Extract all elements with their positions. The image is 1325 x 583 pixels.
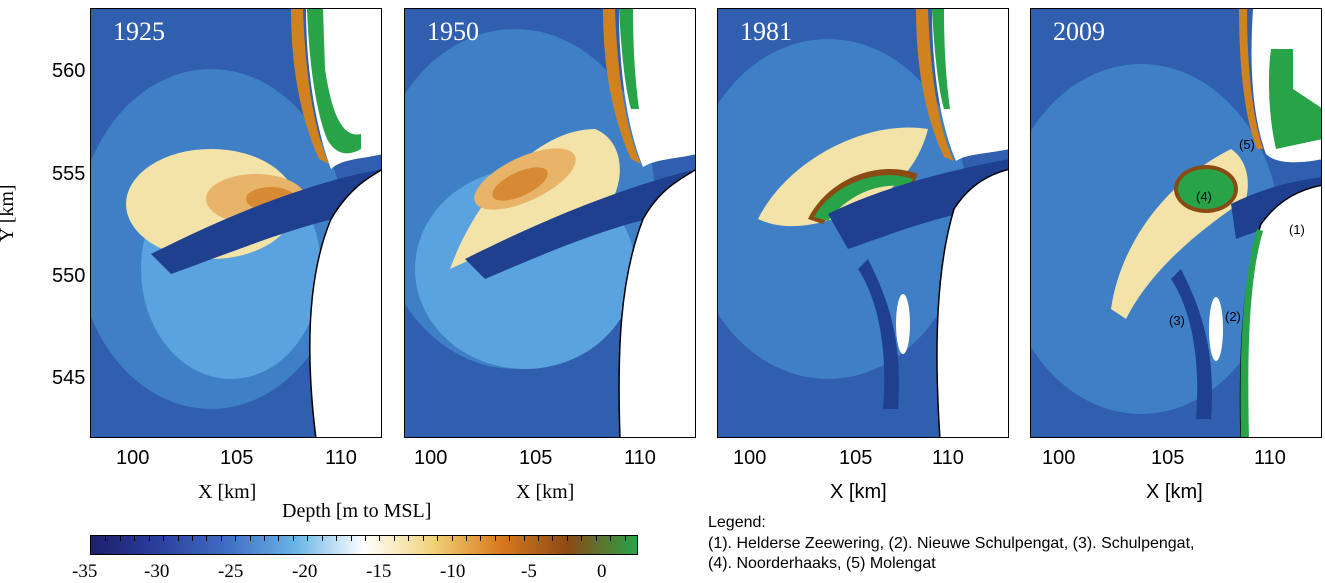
colorbar-tick-mark (552, 536, 554, 541)
colorbar-tick-mark (235, 536, 237, 541)
colorbar-tick-mark (624, 536, 626, 541)
colorbar-tick-mark (494, 536, 496, 541)
colorbar-tick: -35 (72, 561, 98, 582)
colorbar-tick: 0 (597, 561, 607, 582)
colorbar-tick-mark (177, 536, 179, 541)
legend-title: Legend: (708, 514, 766, 531)
colorbar-tick-mark (206, 536, 208, 541)
location-label-2: (2) (1225, 309, 1241, 324)
x-tick: 100 (116, 447, 150, 469)
y-axis-label: Y [km] (0, 184, 18, 242)
colorbar-tick-mark (581, 536, 583, 541)
x-tick: 100 (733, 447, 767, 469)
bathymetry-map (91, 9, 381, 437)
x-axis-label: X [km] (198, 481, 257, 503)
bathymetry-map (1031, 9, 1321, 437)
location-label-5: (5) (1239, 137, 1255, 152)
x-tick: 105 (1151, 447, 1185, 469)
colorbar-tick-mark (105, 536, 107, 541)
x-axis-label: X [km] (516, 481, 575, 503)
colorbar-tick-mark (451, 536, 453, 541)
colorbar-tick-mark (307, 536, 309, 541)
x-axis-label: X [km] (1146, 481, 1203, 503)
y-tick: 555 (52, 163, 86, 185)
colorbar-tick-mark (249, 536, 251, 541)
colorbar-tick-mark (321, 536, 323, 541)
colorbar-tick: -10 (440, 561, 466, 582)
map-panel-1950: 1950 (404, 8, 696, 438)
y-tick: 560 (52, 60, 86, 82)
x-tick: 105 (220, 447, 254, 469)
colorbar-tick-mark (437, 536, 439, 541)
colorbar-tick-mark (336, 536, 338, 541)
x-tick: 100 (1042, 447, 1076, 469)
legend-line: (4). Noorderhaaks, (5) Molengat (708, 555, 936, 572)
x-tick: 105 (839, 447, 873, 469)
x-tick: 110 (325, 447, 357, 469)
colorbar-tick-mark (292, 536, 294, 541)
colorbar-tick-mark (163, 536, 165, 541)
location-label-1: (1) (1289, 222, 1305, 237)
panel-year: 1950 (427, 17, 479, 46)
colorbar-tick: -20 (292, 561, 318, 582)
colorbar-tick-mark (191, 536, 193, 541)
colorbar-tick-mark (480, 536, 482, 541)
colorbar-tick: -15 (366, 561, 392, 582)
y-tick: 550 (52, 265, 86, 287)
colorbar-title: Depth [m to MSL] (282, 500, 432, 522)
panel-year: 1981 (740, 17, 792, 46)
colorbar-tick-mark (220, 536, 222, 541)
colorbar-tick: -5 (521, 561, 537, 582)
colorbar-tick-mark (523, 536, 525, 541)
colorbar-tick-mark (148, 536, 150, 541)
location-label-4: (4) (1196, 189, 1212, 204)
map-panel-1925: 1925 (90, 8, 382, 438)
x-tick: 110 (932, 447, 964, 469)
colorbar-tick-mark (278, 536, 280, 541)
panel-year: 1925 (113, 17, 165, 46)
colorbar-tick: -30 (144, 561, 170, 582)
panel-year: 2009 (1053, 17, 1105, 46)
colorbar-tick-mark (408, 536, 410, 541)
x-tick: 110 (624, 447, 656, 469)
map-panel-1981: 1981 (717, 8, 1009, 438)
x-tick: 110 (1254, 447, 1286, 469)
colorbar-tick-mark (465, 536, 467, 541)
colorbar-tick-mark (379, 536, 381, 541)
colorbar-tick-mark (595, 536, 597, 541)
colorbar-tick-mark (566, 536, 568, 541)
bathymetry-map (718, 9, 1008, 437)
colorbar-tick-mark (610, 536, 612, 541)
x-tick: 105 (519, 447, 553, 469)
location-label-3: (3) (1169, 313, 1185, 328)
colorbar-tick-mark (350, 536, 352, 541)
colorbar-tick-mark (422, 536, 424, 541)
colorbar-tick-mark (365, 536, 366, 541)
colorbar-tick: -25 (218, 561, 244, 582)
x-tick: 100 (414, 447, 448, 469)
x-axis-label: X [km] (830, 481, 887, 503)
colorbar-tick-mark (509, 536, 511, 541)
colorbar-tick-mark (134, 536, 136, 541)
map-panel-2009: 2009 (5) (4) (1) (2) (3) (1030, 8, 1322, 438)
colorbar-tick-mark (393, 536, 395, 541)
colorbar-tick-mark (119, 536, 121, 541)
legend-line: (1). Helderse Zeewering, (2). Nieuwe Sch… (708, 535, 1195, 552)
bathymetry-map (405, 9, 695, 437)
colorbar-tick-mark (538, 536, 540, 541)
colorbar (90, 535, 638, 555)
y-tick: 545 (52, 367, 86, 389)
colorbar-tick-mark (264, 536, 266, 541)
